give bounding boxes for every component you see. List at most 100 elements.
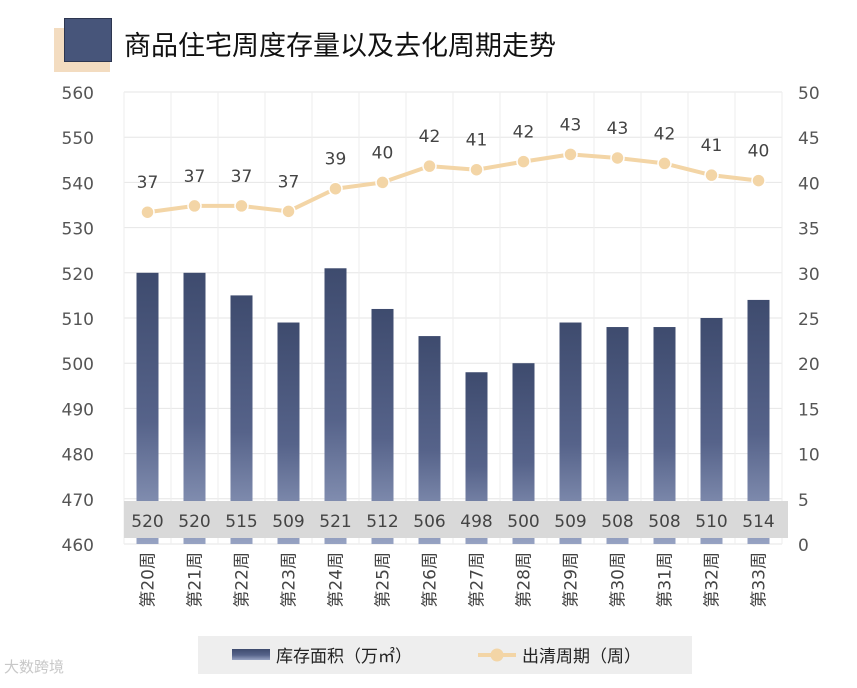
y-right-tick-label: 5 [798,491,809,511]
bar [371,308,394,544]
cycle-point [281,204,296,219]
legend-line-marker [490,648,504,662]
line-series: 37 37 37 37 39 40 42 41 42 43 43 42 41 40 [137,115,770,220]
x-tick-label: 第29周 [562,552,582,608]
bar [324,268,347,544]
bar [183,272,206,544]
x-tick-label: 第20周 [139,552,159,608]
cycle-point [140,204,155,220]
cycle-data-label: 43 [607,119,629,139]
y-right-tick-label: 40 [798,174,820,194]
bar [700,318,723,544]
bar [230,295,253,544]
cycle-point [375,175,390,190]
y-right-tick-label: 0 [798,536,809,556]
bar [559,322,582,544]
x-tick-label: 第33周 [750,552,770,608]
y-left-tick-label: 520 [62,265,94,285]
cycle-point [469,162,484,177]
axes: 4604704804905005105205305405505600510152… [62,84,820,608]
y-right-tick-label: 10 [798,446,820,466]
x-tick-label: 第23周 [280,552,300,608]
cycle-point [234,198,249,214]
y-right-tick-label: 15 [798,400,820,420]
x-tick-label: 第24周 [327,552,347,608]
y-right-tick-label: 25 [798,310,820,330]
x-tick-label: 第25周 [374,552,394,608]
bar-data-label: 520 [178,512,210,532]
y-left-tick-label: 510 [62,310,94,330]
bar [136,272,159,544]
cycle-point [563,147,578,162]
bar-data-label: 515 [225,512,257,532]
cycle-data-label: 37 [278,172,300,192]
cycle-data-label: 37 [231,167,253,187]
cycle-data-label: 40 [372,143,394,163]
bar-data-label: 520 [131,512,163,532]
bar-data-label: 512 [366,512,398,532]
legend-label-inventory: 库存面积（万㎡） [276,647,412,667]
y-left-tick-label: 480 [62,446,94,466]
bar [606,327,629,544]
bar-data-label: 514 [742,512,774,532]
bar-data-label: 508 [648,512,680,532]
cycle-data-label: 41 [466,131,488,151]
x-tick-label: 第30周 [609,552,629,608]
cycle-point [187,198,202,214]
y-right-tick-label: 30 [798,265,820,285]
y-left-tick-label: 470 [62,491,94,511]
bar-data-label: 521 [319,512,351,532]
bar-data-label: 500 [507,512,539,532]
x-tick-label: 第27周 [468,552,488,608]
bar-data-label: 509 [272,512,304,532]
y-left-tick-label: 490 [62,400,94,420]
cycle-point [328,181,343,196]
bar [418,336,441,544]
cycle-data-label: 37 [137,173,159,193]
cycle-point [610,150,625,166]
watermark-text: 大数跨境 [4,658,65,676]
legend: 库存面积（万㎡） 出清周期（周） [198,636,692,674]
legend-label-cycle: 出清周期（周） [522,647,641,667]
cycle-point [751,173,766,188]
cycle-data-label: 37 [184,167,206,187]
y-left-tick-label: 500 [62,355,94,375]
bar [747,299,770,544]
y-right-tick-label: 50 [798,84,820,104]
y-left-tick-label: 550 [62,129,94,149]
legend-bg [198,636,692,674]
bar-data-label: 508 [601,512,633,532]
title-square-icon [64,18,112,62]
cycle-data-label: 39 [325,150,347,170]
cycle-data-label: 42 [513,123,535,143]
cycle-point [516,154,531,169]
bar-data-label: 498 [460,512,492,532]
bar-label-band: 520 520 515 509 521 512 506 498 500 509 508 508 510 5… [124,501,788,538]
gridlines [123,91,783,545]
y-right-tick-label: 45 [798,129,820,149]
cycle-data-label: 42 [654,124,676,144]
cycle-point [657,156,672,171]
x-tick-label: 第21周 [186,552,206,608]
y-left-tick-label: 560 [62,84,94,104]
cycle-data-label: 43 [560,115,582,135]
cycle-data-label: 41 [701,136,723,156]
y-left-tick-label: 530 [62,220,94,240]
bar-data-label: 509 [554,512,586,532]
bar [512,363,535,544]
cycle-line [147,152,759,215]
label-band-bg [124,501,788,538]
bar-data-label: 510 [695,512,727,532]
title-block: 商品住宅周度存量以及去化周期走势 [52,18,752,74]
x-tick-label: 第32周 [703,552,723,608]
chart-title: 商品住宅周度存量以及去化周期走势 [124,31,556,62]
bar [277,322,300,544]
x-tick-label: 第26周 [421,552,441,608]
y-left-tick-label: 460 [62,536,94,556]
bar-series [136,268,770,544]
cycle-point [704,167,719,183]
y-right-tick-label: 20 [798,355,820,375]
legend-bar-swatch [232,649,270,660]
cycle-data-label: 40 [748,142,770,162]
